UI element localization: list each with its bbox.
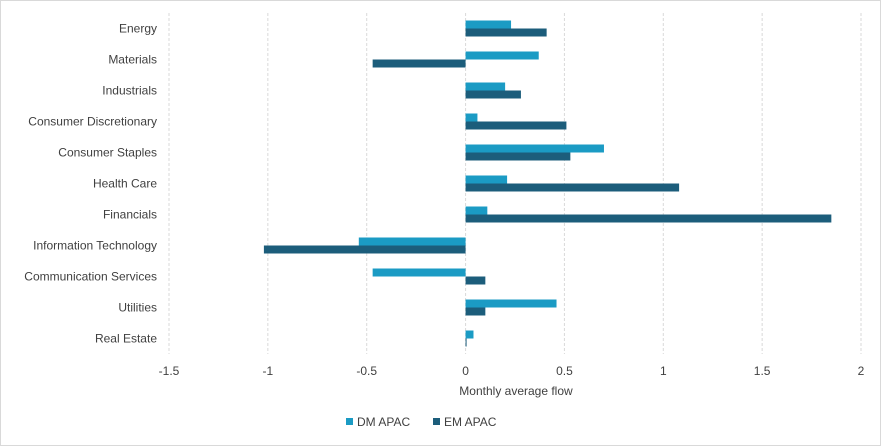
bar-em-apac bbox=[465, 276, 486, 285]
bar-dm-apac bbox=[465, 206, 488, 215]
category-label: Consumer Staples bbox=[58, 146, 157, 160]
bar-dm-apac bbox=[465, 299, 557, 308]
bar-dm-apac bbox=[358, 237, 466, 246]
x-tick-label: 1.5 bbox=[754, 364, 771, 378]
bar-em-apac bbox=[263, 245, 466, 254]
category-labels: Energy Materials Industrials Consumer Discr… bbox=[24, 22, 157, 346]
bar-dm-apac bbox=[465, 330, 474, 339]
category-label: Industrials bbox=[102, 84, 157, 98]
category-label: Real Estate bbox=[95, 332, 157, 346]
bar-dm-apac bbox=[465, 82, 506, 91]
legend-swatch bbox=[433, 418, 440, 425]
bar-em-apac bbox=[465, 307, 486, 316]
x-axis-title: Monthly average flow bbox=[459, 384, 573, 398]
bar-em-apac bbox=[465, 28, 547, 37]
category-label: Consumer Discretionary bbox=[28, 115, 157, 129]
bar-em-apac bbox=[465, 214, 832, 223]
category-label: Information Technology bbox=[33, 239, 157, 253]
bar-em-apac bbox=[372, 59, 466, 68]
legend-swatch bbox=[346, 418, 353, 425]
x-tick-label: 1 bbox=[660, 364, 667, 378]
bar-em-apac bbox=[465, 152, 571, 161]
bar-dm-apac bbox=[465, 113, 478, 122]
x-tick-label: 0 bbox=[462, 364, 469, 378]
bar-em-apac bbox=[465, 90, 521, 99]
category-label: Energy bbox=[119, 22, 157, 36]
bar-em-apac bbox=[465, 338, 467, 347]
x-tick-label: 0.5 bbox=[556, 364, 573, 378]
x-tick-label: -1.5 bbox=[159, 364, 180, 378]
legend: DM APAC EM APAC bbox=[346, 415, 497, 429]
bar-dm-apac bbox=[465, 51, 539, 60]
legend-label: EM APAC bbox=[444, 415, 497, 429]
x-tick-label: -1 bbox=[263, 364, 274, 378]
x-tick-labels: -1.5 -1 -0.5 0 0.5 1 1.5 2 bbox=[159, 364, 865, 378]
category-label: Financials bbox=[103, 208, 157, 222]
category-label: Communication Services bbox=[24, 270, 157, 284]
category-label: Utilities bbox=[118, 301, 157, 315]
bar-em-apac bbox=[465, 183, 680, 192]
bar-em-apac bbox=[465, 121, 567, 130]
x-tick-label: 2 bbox=[858, 364, 865, 378]
bars bbox=[263, 20, 832, 347]
bar-dm-apac bbox=[372, 268, 466, 277]
bar-dm-apac bbox=[465, 20, 512, 29]
legend-label: DM APAC bbox=[357, 415, 410, 429]
bar-dm-apac bbox=[465, 175, 508, 184]
bar-dm-apac bbox=[465, 144, 604, 153]
category-label: Materials bbox=[108, 53, 157, 67]
category-label: Health Care bbox=[93, 177, 157, 191]
x-tick-label: -0.5 bbox=[356, 364, 377, 378]
